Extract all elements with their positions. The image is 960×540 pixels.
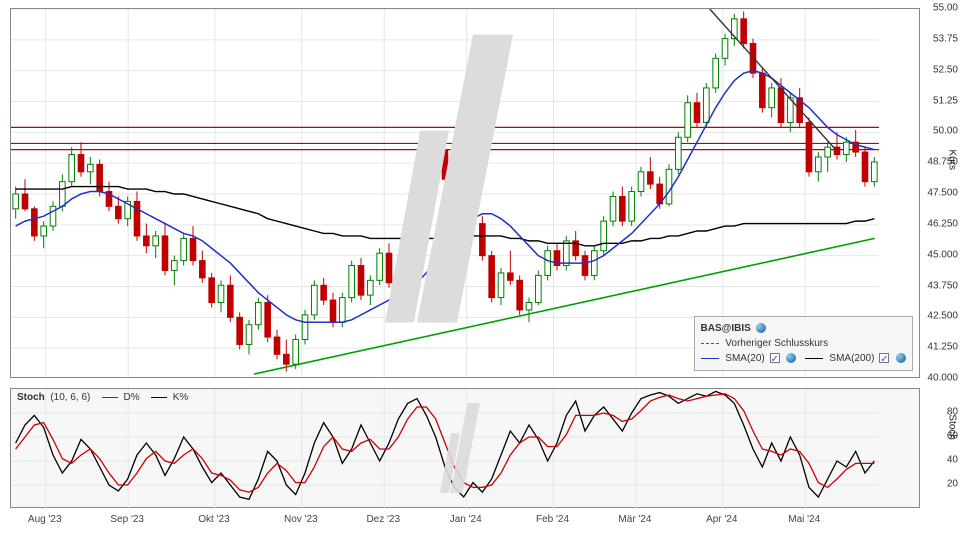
price-y-axis: 40.00041.25042.50043.75045.00046.25047.5… <box>924 8 960 378</box>
prev-close-label: Vorheriger Schlusskurs <box>725 338 828 349</box>
x-tick-label: Apr '24 <box>706 514 737 525</box>
y-tick-label: 47.500 <box>927 188 958 199</box>
price-chart-panel[interactable]: BAS@IBIS Vorheriger Schlusskurs SMA(20) … <box>10 8 920 378</box>
stoch-y-axis: 20406080 <box>924 388 960 508</box>
k-line-sample <box>151 397 167 398</box>
legend-prev-close: Vorheriger Schlusskurs <box>701 336 907 351</box>
d-line-sample <box>102 397 118 398</box>
x-tick-label: Mai '24 <box>788 514 820 525</box>
sma200-line-sample <box>805 358 823 359</box>
y-tick-label: 53.75 <box>933 33 958 44</box>
y-tick-label: 42.500 <box>927 311 958 322</box>
k-label: K% <box>173 392 189 403</box>
y-tick-label: 40.000 <box>927 373 958 384</box>
checkbox-icon[interactable] <box>879 353 889 363</box>
time-x-axis: Aug '23 Sep '23 Okt '23 Nov '23 Dez '23 Jan '… <box>10 512 920 534</box>
globe-icon <box>786 353 796 363</box>
sma200-label: SMA(200) <box>829 353 874 364</box>
y-tick-label: 55.00 <box>933 3 958 14</box>
y-tick-label: 51.25 <box>933 95 958 106</box>
legend-symbol: BAS@IBIS <box>701 321 907 336</box>
y-tick-label: 46.250 <box>927 218 958 229</box>
y-tick-label: 43.750 <box>927 280 958 291</box>
x-tick-label: Aug '23 <box>28 514 62 525</box>
main-legend: BAS@IBIS Vorheriger Schlusskurs SMA(20) … <box>694 316 914 371</box>
symbol-label: BAS@IBIS <box>701 323 751 334</box>
sma20-line-sample <box>701 358 719 359</box>
legend-sma-row: SMA(20) SMA(200) <box>701 351 907 366</box>
chart-container: BAS@IBIS Vorheriger Schlusskurs SMA(20) … <box>0 0 960 540</box>
y-tick-label: 52.50 <box>933 64 958 75</box>
x-tick-label: Nov '23 <box>284 514 318 525</box>
y-tick-label: 41.250 <box>927 342 958 353</box>
x-tick-label: Dez '23 <box>366 514 400 525</box>
checkbox-icon[interactable] <box>770 353 780 363</box>
x-tick-label: Jan '24 <box>450 514 482 525</box>
dash-icon <box>701 343 719 344</box>
stoch-label: Stoch <box>17 392 45 403</box>
y-tick-label: 40 <box>947 455 958 466</box>
globe-icon <box>756 323 766 333</box>
x-tick-label: Mär '24 <box>618 514 651 525</box>
d-label: D% <box>124 392 140 403</box>
x-tick-label: Feb '24 <box>536 514 569 525</box>
x-tick-label: Okt '23 <box>198 514 229 525</box>
x-tick-label: Sep '23 <box>110 514 144 525</box>
stochastic-panel[interactable]: Stoch (10, 6, 6) D% K% <box>10 388 920 508</box>
stoch-y-axis-label: Stoch <box>947 414 958 440</box>
stochastic-legend: Stoch (10, 6, 6) D% K% <box>17 393 188 403</box>
stochastic-svg <box>11 389 921 509</box>
y-tick-label: 45.000 <box>927 249 958 260</box>
price-y-axis-label: Kurs <box>947 149 958 170</box>
globe-icon <box>896 353 906 363</box>
y-tick-label: 20 <box>947 479 958 490</box>
sma20-label: SMA(20) <box>725 353 764 364</box>
stoch-params: (10, 6, 6) <box>50 392 90 403</box>
y-tick-label: 50.00 <box>933 126 958 137</box>
